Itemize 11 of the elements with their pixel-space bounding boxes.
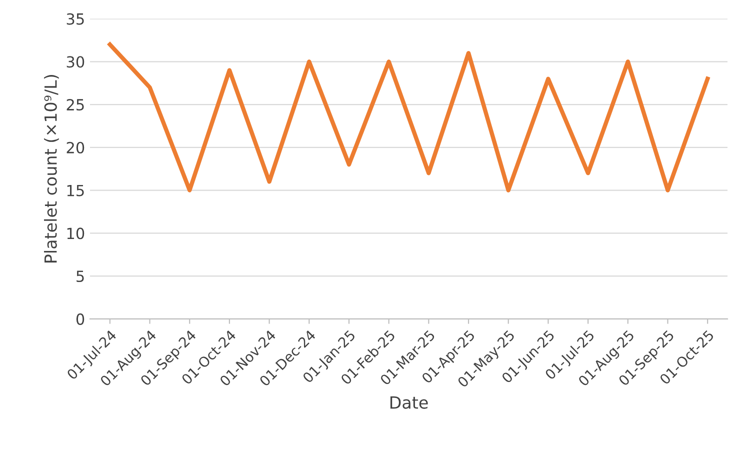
y-tick-label: 35 [66, 13, 84, 25]
y-tick-label: 10 [67, 228, 84, 240]
y-tick-label: 30 [66, 56, 84, 68]
y-tick-label: 0 [76, 313, 84, 325]
x-axis-title: Date [390, 396, 428, 409]
line-series [108, 42, 710, 192]
y-tick-label: 25 [66, 98, 84, 111]
y-tick-label: 5 [76, 270, 84, 282]
y-axis-title: Platelet count (×10⁹/L) [44, 75, 59, 262]
y-tick-label: 20 [66, 142, 84, 154]
y-tick-label: 15 [67, 184, 84, 196]
